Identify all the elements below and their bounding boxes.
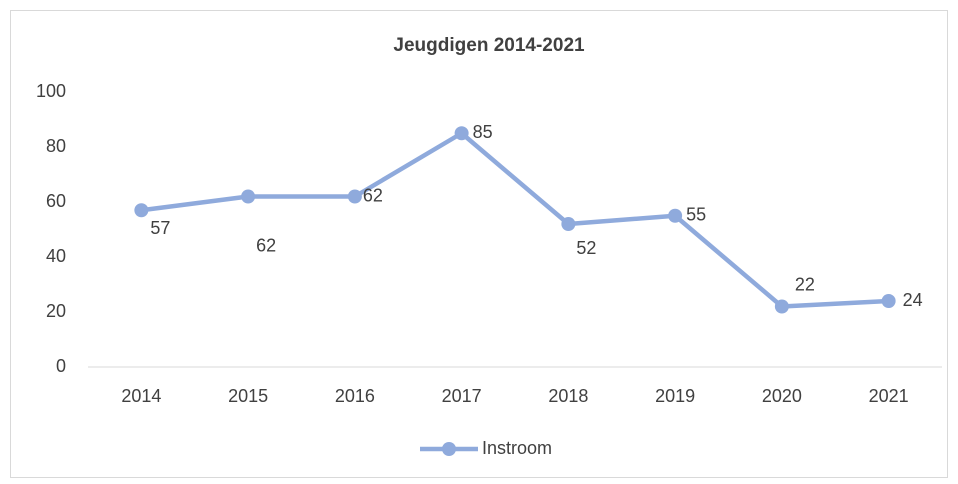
x-tick-label: 2018	[548, 386, 588, 406]
y-tick-label: 100	[36, 81, 66, 101]
data-label: 52	[576, 238, 596, 258]
x-tick-label: 2021	[869, 386, 909, 406]
marker	[347, 189, 362, 204]
data-label: 55	[686, 205, 706, 225]
x-tick-label: 2020	[762, 386, 802, 406]
data-label: 85	[473, 122, 493, 142]
marker	[561, 217, 576, 231]
y-tick-label: 20	[46, 301, 66, 321]
marker	[241, 189, 256, 204]
data-label: 57	[150, 218, 170, 238]
line	[141, 131, 889, 309]
x-tick-label: 2017	[442, 386, 482, 406]
data-label: 62	[256, 235, 276, 255]
marker	[134, 203, 149, 218]
x-tick-label: 2015	[228, 386, 268, 406]
marker	[774, 299, 789, 314]
legend-label: Instroom	[482, 438, 552, 458]
x-tick-label: 2019	[655, 386, 695, 406]
marker	[454, 126, 469, 141]
chart-title: Jeugdigen 2014-2021	[393, 35, 585, 56]
y-tick-label: 80	[46, 136, 66, 156]
legend-marker	[442, 442, 456, 456]
chart-border	[10, 10, 948, 478]
marker	[668, 208, 683, 223]
data-label: 22	[795, 274, 815, 294]
x-tick-label: 2014	[121, 386, 161, 406]
x-tick-label: 2016	[335, 386, 375, 406]
data-label: 62	[363, 185, 383, 205]
y-tick-label: 40	[46, 246, 66, 266]
y-tick-label: 60	[46, 191, 66, 211]
y-tick-label: 0	[56, 356, 66, 376]
data-label: 24	[903, 290, 923, 310]
marker	[881, 294, 896, 308]
